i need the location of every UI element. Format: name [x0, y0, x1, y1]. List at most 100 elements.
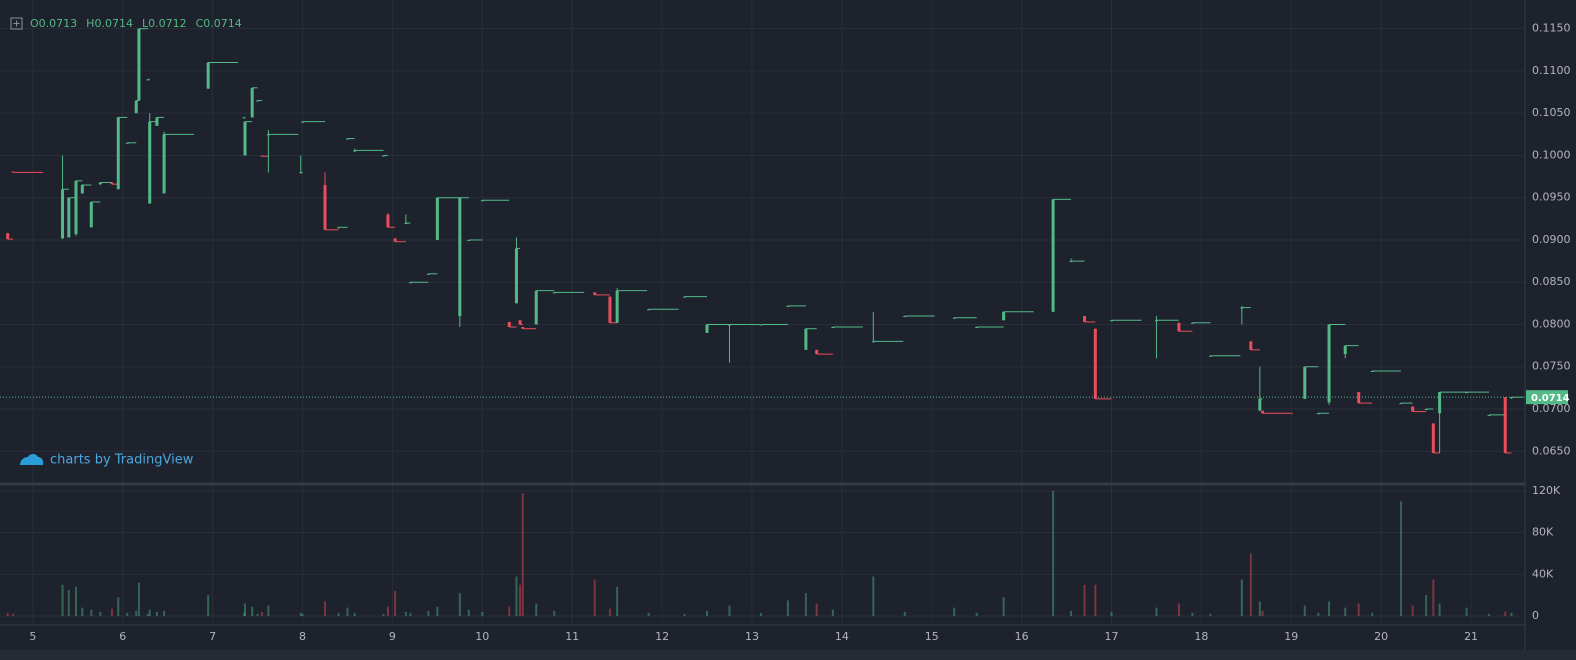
- candle-body: [514, 248, 518, 304]
- volume-bar: [1371, 612, 1374, 616]
- candle-body: [1357, 392, 1361, 404]
- volume-bar: [324, 601, 326, 616]
- candle-body: [1438, 392, 1442, 414]
- volume-bar: [1465, 607, 1468, 616]
- volume-bar: [1155, 607, 1158, 616]
- volume-bar: [207, 595, 210, 616]
- legend-key: L: [142, 17, 149, 30]
- collapse-icon-plus: [13, 20, 20, 27]
- candle-body: [534, 290, 538, 325]
- y-tick-label: 0.1000: [1532, 148, 1571, 161]
- volume-bar: [394, 591, 397, 616]
- volume-bar: [706, 610, 709, 616]
- scroll-strip: [0, 650, 1576, 660]
- volume-bar: [1261, 610, 1264, 616]
- legend-key: O: [30, 17, 39, 30]
- candle-body: [521, 327, 525, 329]
- volume-bar: [519, 584, 522, 616]
- x-tick-label: 19: [1284, 630, 1298, 643]
- plot-area: [0, 0, 1525, 625]
- candle-body: [110, 182, 114, 185]
- x-tick-label: 14: [835, 630, 849, 643]
- volume-bar: [110, 608, 113, 616]
- volume-tick-label: 80K: [1532, 526, 1554, 539]
- x-tick-label: 5: [29, 630, 36, 643]
- candle-body: [1343, 345, 1347, 355]
- y-tick-label: 0.0750: [1532, 360, 1571, 373]
- candle-body: [1177, 322, 1181, 332]
- volume-bar: [953, 607, 956, 616]
- candle-body: [386, 214, 390, 228]
- x-tick-label: 17: [1105, 630, 1119, 643]
- volume-bar: [404, 611, 407, 616]
- y-tick-label: 0.0700: [1532, 402, 1571, 415]
- volume-bar: [126, 612, 129, 616]
- volume-bar: [251, 606, 254, 616]
- volume-bar: [1344, 607, 1347, 616]
- x-tick-label: 21: [1464, 630, 1478, 643]
- y-tick-label: 0.0850: [1532, 275, 1571, 288]
- volume-bar: [1303, 605, 1306, 616]
- volume-bar: [1002, 597, 1005, 616]
- watermark-logo: [20, 454, 44, 465]
- candle-body: [1083, 316, 1087, 322]
- candle-body: [815, 349, 819, 355]
- volume-bar: [1052, 491, 1055, 616]
- candle-body: [608, 296, 612, 323]
- candle-body: [1431, 423, 1435, 453]
- volume-bar: [1209, 613, 1212, 616]
- candle-body: [89, 201, 93, 228]
- watermark[interactable]: charts by TradingView: [20, 453, 194, 468]
- candle-body: [323, 185, 327, 230]
- volume-bar: [1110, 611, 1113, 616]
- volume-bar: [608, 608, 611, 616]
- volume-bar: [6, 612, 9, 616]
- volume-bar: [90, 609, 93, 616]
- volume-bar: [1258, 601, 1261, 616]
- volume-tick-label: 40K: [1532, 567, 1554, 580]
- candle-body: [1249, 341, 1253, 350]
- candle-body: [137, 28, 141, 101]
- legend-value: 0.0714: [203, 17, 242, 30]
- y-tick-label: 0.0800: [1532, 317, 1571, 330]
- volume-bar: [728, 605, 731, 616]
- candle-body: [705, 324, 709, 333]
- volume-bar: [155, 611, 158, 616]
- volume-bar: [256, 613, 259, 616]
- candle-body: [458, 197, 462, 317]
- volume-bar: [508, 606, 511, 616]
- volume-bar: [616, 586, 619, 616]
- volume-bar: [593, 579, 596, 616]
- candle-body: [155, 117, 159, 126]
- volume-bar: [804, 593, 807, 616]
- candle-body: [393, 238, 397, 242]
- candle-body: [507, 321, 511, 328]
- volume-bar: [1425, 595, 1428, 616]
- x-tick-label: 11: [565, 630, 579, 643]
- candle-body: [1261, 410, 1265, 414]
- volume-tick-label: 120K: [1532, 484, 1561, 497]
- legend-value: 0.0714: [94, 17, 133, 30]
- x-tick-label: 18: [1194, 630, 1208, 643]
- candle-body: [134, 100, 138, 114]
- volume-bar: [299, 612, 302, 616]
- volume-bar: [1411, 605, 1414, 616]
- volume-bar: [1504, 611, 1507, 616]
- volume-bar: [243, 612, 246, 616]
- candle-body: [1093, 328, 1097, 399]
- candle-body: [206, 62, 210, 89]
- candle-body: [518, 320, 522, 325]
- volume-bar: [1399, 501, 1402, 616]
- volume-bar: [337, 612, 340, 616]
- volume-bar: [467, 609, 470, 616]
- volume-bar: [436, 606, 439, 616]
- volume-bar: [815, 603, 818, 616]
- volume-bar: [261, 611, 264, 616]
- volume-bar: [75, 586, 78, 616]
- collapse-icon[interactable]: [10, 17, 23, 30]
- x-tick-label: 13: [745, 630, 759, 643]
- volume-bar: [137, 582, 140, 616]
- volume-bar: [683, 613, 686, 616]
- volume-bar: [148, 609, 151, 616]
- x-tick-label: 20: [1374, 630, 1388, 643]
